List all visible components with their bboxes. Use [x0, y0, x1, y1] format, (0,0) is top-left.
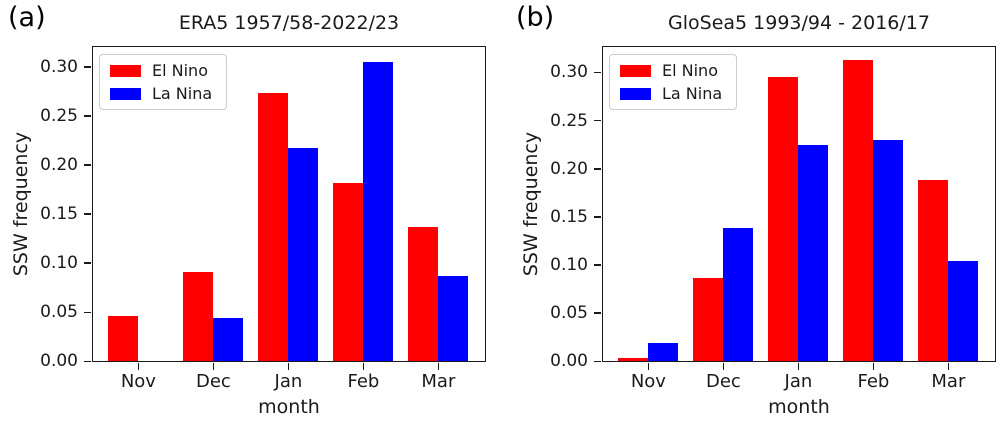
- bar-la-nina-nov: [648, 342, 679, 361]
- y-tick: [594, 119, 601, 122]
- legend-label: La Nina: [662, 84, 723, 103]
- bar-la-nina-dec: [723, 228, 754, 361]
- panel-a-label: (a): [8, 2, 46, 33]
- y-tick-label: 0.00: [550, 351, 588, 372]
- bar-el-nino-jan: [768, 76, 799, 361]
- legend-label: El Nino: [152, 61, 208, 80]
- y-tick: [84, 360, 91, 363]
- bar-el-nino-mar: [408, 227, 439, 361]
- bar-la-nina-jan: [798, 145, 829, 361]
- y-tick: [84, 213, 91, 215]
- y-tick-label: 0.15: [40, 204, 78, 225]
- legend-label: El Nino: [662, 61, 718, 80]
- chart-a-x-axis-label: month: [258, 396, 320, 418]
- y-tick: [84, 66, 91, 68]
- legend-item: La Nina: [620, 84, 722, 103]
- y-tick: [84, 262, 91, 265]
- chart-b-title: GloSea5 1993/94 - 2016/17: [668, 12, 930, 34]
- bar-la-nina-mar: [948, 260, 979, 361]
- x-tick-label: Feb: [347, 371, 380, 392]
- x-tick: [797, 363, 800, 370]
- y-tick: [594, 216, 601, 218]
- y-tick-label: 0.25: [550, 110, 588, 131]
- bar-el-nino-feb: [333, 182, 364, 361]
- bar-el-nino-nov: [618, 358, 649, 361]
- legend-item: El Nino: [620, 61, 722, 80]
- x-tick: [947, 363, 950, 370]
- chart-b-x-axis-label: month: [768, 396, 830, 418]
- bar-el-nino-dec: [693, 278, 724, 361]
- x-tick-label: Dec: [705, 371, 741, 392]
- legend: El Nino La Nina: [609, 54, 738, 110]
- chart-a-plot-area: 0.00 0.05 0.10 0.15 0.20 0.25 0.30 Nov Dec Jan Feb…: [40, 46, 486, 392]
- x-tick-label: Mar: [421, 371, 456, 392]
- bar-la-nina-jan: [288, 147, 319, 361]
- legend: El Nino La Nina: [99, 54, 228, 110]
- x-tick-label: Nov: [630, 371, 666, 392]
- legend-swatch-el-nino: [110, 64, 141, 77]
- x-tick-label: Jan: [784, 371, 813, 392]
- legend-item: El Nino: [110, 61, 212, 80]
- legend-swatch-la-nina: [620, 87, 651, 100]
- legend-label: La Nina: [152, 84, 213, 103]
- bar-el-nino-mar: [918, 179, 949, 361]
- x-tick: [212, 363, 215, 370]
- y-tick-label: 0.15: [550, 206, 588, 227]
- y-tick-label: 0.30: [550, 62, 588, 83]
- x-tick-label: Mar: [931, 371, 966, 392]
- y-tick: [84, 115, 91, 117]
- y-tick-label: 0.25: [40, 106, 78, 127]
- y-tick-label: 0.20: [550, 158, 588, 179]
- x-tick-label: Dec: [195, 371, 231, 392]
- y-tick-label: 0.30: [40, 56, 78, 77]
- y-tick-label: 0.20: [40, 155, 78, 176]
- y-tick-label: 0.05: [550, 303, 588, 324]
- bar-la-nina-feb: [363, 62, 394, 361]
- x-tick: [647, 363, 650, 370]
- y-tick: [594, 360, 601, 363]
- bar-la-nina-feb: [873, 140, 904, 361]
- y-tick-label: 0.10: [40, 253, 78, 274]
- y-tick: [594, 264, 601, 266]
- panel-b-label: (b): [516, 2, 555, 33]
- x-tick-label: Feb: [857, 371, 890, 392]
- legend-item: La Nina: [110, 84, 212, 103]
- bar-la-nina-dec: [213, 318, 244, 361]
- y-tick: [594, 312, 601, 315]
- bar-la-nina-mar: [438, 275, 469, 361]
- y-tick: [84, 164, 91, 166]
- y-tick-label: 0.05: [40, 302, 78, 323]
- y-tick: [84, 311, 91, 314]
- legend-swatch-el-nino: [620, 64, 651, 77]
- y-tick-label: 0.10: [550, 255, 588, 276]
- x-tick: [872, 363, 875, 370]
- bar-el-nino-jan: [258, 93, 289, 361]
- x-tick-label: Jan: [274, 371, 303, 392]
- y-tick: [594, 71, 601, 74]
- bar-el-nino-feb: [843, 60, 874, 361]
- bar-el-nino-dec: [183, 271, 214, 361]
- chart-a-title: ERA5 1957/58-2022/23: [178, 12, 400, 34]
- bar-el-nino-nov: [108, 316, 139, 361]
- x-tick: [362, 363, 365, 370]
- chart-b-plot-area: 0.00 0.05 0.10 0.15 0.20 0.25 0.30 Nov Dec Jan Feb…: [550, 46, 996, 392]
- x-tick: [437, 363, 440, 370]
- x-tick: [722, 363, 725, 370]
- x-tick: [137, 363, 140, 370]
- x-tick-label: Nov: [120, 371, 156, 392]
- legend-swatch-la-nina: [110, 87, 141, 100]
- y-tick-label: 0.00: [40, 351, 78, 372]
- x-tick: [287, 363, 290, 370]
- y-tick: [594, 167, 601, 170]
